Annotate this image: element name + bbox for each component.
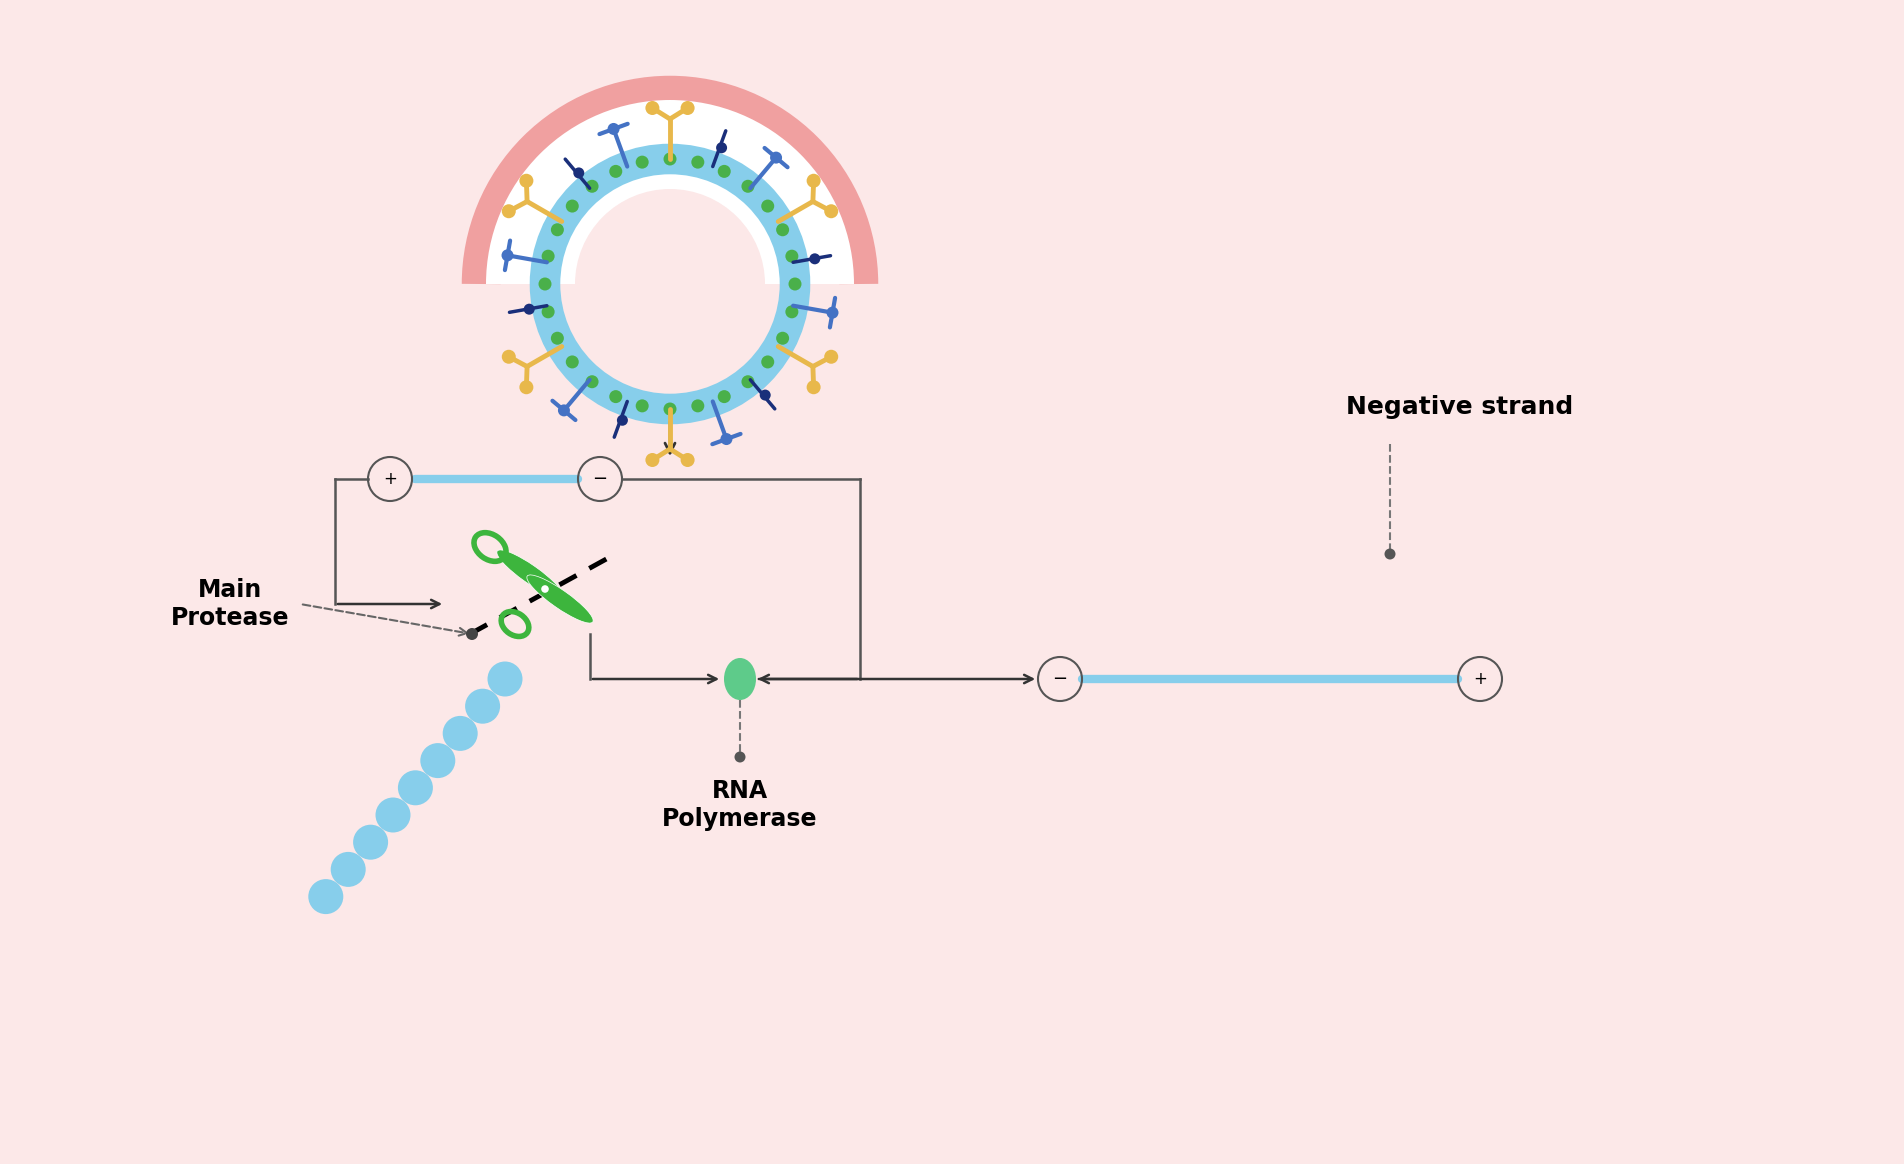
Circle shape <box>762 199 775 213</box>
Circle shape <box>762 355 775 369</box>
Circle shape <box>769 151 783 164</box>
Circle shape <box>575 189 765 379</box>
Circle shape <box>609 390 623 403</box>
Circle shape <box>824 204 838 218</box>
Circle shape <box>573 168 585 178</box>
Circle shape <box>645 101 659 115</box>
Circle shape <box>716 142 727 154</box>
Circle shape <box>718 165 731 178</box>
Circle shape <box>352 825 388 860</box>
Circle shape <box>524 304 535 314</box>
Text: −: − <box>592 470 607 488</box>
Circle shape <box>691 156 704 169</box>
Circle shape <box>809 254 821 264</box>
Circle shape <box>539 277 552 291</box>
Circle shape <box>487 661 522 696</box>
Circle shape <box>466 629 478 640</box>
Circle shape <box>421 743 455 778</box>
Circle shape <box>565 355 579 369</box>
Circle shape <box>663 152 676 165</box>
Circle shape <box>558 404 569 417</box>
Circle shape <box>777 223 788 236</box>
Circle shape <box>777 332 788 345</box>
Circle shape <box>520 381 533 395</box>
Circle shape <box>541 584 550 594</box>
Ellipse shape <box>527 575 594 623</box>
Circle shape <box>807 173 821 187</box>
Circle shape <box>520 173 533 187</box>
Text: Negative strand: Negative strand <box>1346 395 1573 419</box>
Circle shape <box>398 771 432 805</box>
Circle shape <box>741 179 754 193</box>
Circle shape <box>788 277 802 291</box>
Circle shape <box>586 375 598 389</box>
Circle shape <box>503 349 516 364</box>
Circle shape <box>636 399 649 412</box>
Circle shape <box>784 305 798 318</box>
Text: −: − <box>1053 670 1068 688</box>
Text: RNA
Polymerase: RNA Polymerase <box>663 779 817 831</box>
Circle shape <box>784 250 798 263</box>
Circle shape <box>541 305 554 318</box>
Circle shape <box>565 199 579 213</box>
Circle shape <box>691 399 704 412</box>
Circle shape <box>636 156 649 169</box>
Ellipse shape <box>724 658 756 700</box>
Circle shape <box>609 165 623 178</box>
Circle shape <box>541 250 554 263</box>
Circle shape <box>607 123 619 135</box>
Circle shape <box>680 101 695 115</box>
Circle shape <box>741 375 754 389</box>
Circle shape <box>375 797 411 832</box>
Circle shape <box>465 689 501 724</box>
Ellipse shape <box>497 549 564 598</box>
Circle shape <box>680 453 695 467</box>
Circle shape <box>735 752 746 762</box>
Circle shape <box>331 852 366 887</box>
Text: +: + <box>383 470 396 488</box>
Circle shape <box>501 249 514 262</box>
Text: Main
Protease: Main Protease <box>171 579 289 630</box>
Circle shape <box>663 403 676 416</box>
Circle shape <box>807 381 821 395</box>
Circle shape <box>645 453 659 467</box>
Circle shape <box>586 179 598 193</box>
Circle shape <box>826 306 838 319</box>
Circle shape <box>444 716 478 751</box>
Wedge shape <box>486 100 855 284</box>
Circle shape <box>550 332 564 345</box>
Circle shape <box>718 390 731 403</box>
Circle shape <box>503 204 516 218</box>
Circle shape <box>760 390 771 400</box>
Circle shape <box>550 223 564 236</box>
Text: +: + <box>1474 670 1487 688</box>
Circle shape <box>720 433 733 445</box>
Circle shape <box>617 414 628 426</box>
Circle shape <box>824 349 838 364</box>
Circle shape <box>1384 548 1396 560</box>
Circle shape <box>308 879 343 914</box>
